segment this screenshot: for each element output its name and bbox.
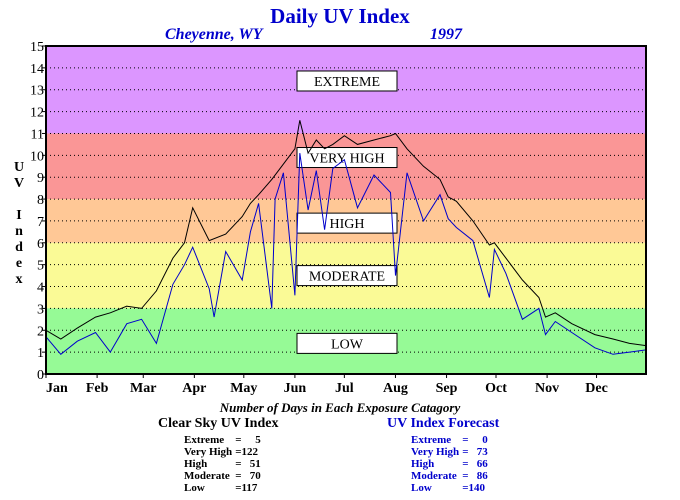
x-tick-label: Jul bbox=[335, 381, 354, 396]
y-axis-label-char: e bbox=[15, 256, 23, 271]
y-axis-label-char: d bbox=[15, 240, 23, 255]
y-tick-label: 10 bbox=[30, 149, 44, 164]
table-row: Moderate = 86 bbox=[411, 470, 491, 482]
y-tick-label: 9 bbox=[37, 171, 44, 186]
footer-title: Number of Days in Each Exposure Catagory bbox=[219, 400, 461, 415]
row-label: Low bbox=[184, 482, 205, 494]
table-row: High = 66 bbox=[411, 458, 491, 470]
row-label: Moderate bbox=[411, 470, 457, 482]
band-label: HIGH bbox=[330, 217, 365, 232]
x-tick-label: Jun bbox=[284, 381, 307, 396]
band-label-box bbox=[296, 70, 398, 92]
y-tick-label: 0 bbox=[37, 368, 44, 383]
row-label: Moderate bbox=[184, 470, 230, 482]
row-value: = 70 bbox=[235, 470, 261, 482]
x-tick-label: Mar bbox=[130, 381, 156, 396]
table-row: Low =117 bbox=[184, 482, 264, 494]
row-value: = 5 bbox=[235, 434, 261, 446]
table-row: Very High = 73 bbox=[411, 446, 491, 458]
y-tick-label: 7 bbox=[37, 215, 44, 230]
y-axis-label-char: V bbox=[13, 176, 25, 191]
row-label: Low bbox=[411, 482, 432, 494]
x-tick-label: Dec bbox=[585, 381, 608, 396]
band-label-box bbox=[296, 265, 398, 287]
plot-border bbox=[45, 45, 647, 375]
table-row: Low =140 bbox=[411, 482, 491, 494]
x-tick-label: Feb bbox=[86, 381, 109, 396]
forecast-stats: UV Index Forecast Extreme = 0 Very High = … bbox=[385, 416, 499, 494]
y-tick-label: 15 bbox=[30, 40, 44, 55]
y-tick-label: 4 bbox=[37, 281, 44, 296]
row-value: =122 bbox=[235, 446, 258, 458]
clear-sky-table: Extreme = 5 Very High =122 High = 51 Modera… bbox=[184, 434, 264, 494]
x-tick-label: Jan bbox=[46, 381, 68, 396]
row-label: High bbox=[411, 458, 435, 470]
clear-sky-stats: Clear Sky UV Index Extreme = 5 Very High =… bbox=[158, 416, 278, 494]
row-value: =140 bbox=[462, 482, 485, 494]
table-row: Very High =122 bbox=[184, 446, 264, 458]
band-label: VERY HIGH bbox=[309, 152, 384, 167]
y-axis-label-char: x bbox=[15, 272, 23, 287]
y-tick-label: 3 bbox=[37, 302, 44, 317]
clear-sky-heading: Clear Sky UV Index bbox=[158, 416, 279, 431]
table-row: Extreme = 5 bbox=[184, 434, 264, 446]
clear-sky-series-line bbox=[45, 120, 647, 347]
y-tick-label: 5 bbox=[37, 259, 44, 274]
y-tick-label: 1 bbox=[37, 346, 44, 361]
band-label: LOW bbox=[331, 337, 364, 352]
row-label: Very High bbox=[411, 446, 460, 458]
x-tick-label: May bbox=[230, 381, 257, 396]
forecast-table: Extreme = 0 Very High = 73 High = 66 Modera… bbox=[411, 434, 491, 494]
table-row: High = 51 bbox=[184, 458, 264, 470]
year-label: 1997 bbox=[430, 26, 462, 43]
row-label: High bbox=[184, 458, 208, 470]
x-tick-label: Apr bbox=[182, 381, 206, 396]
forecast-series-line bbox=[45, 153, 647, 355]
chart-title: Daily UV Index bbox=[270, 4, 410, 28]
row-value: =117 bbox=[235, 482, 258, 494]
table-row: Moderate = 70 bbox=[184, 470, 264, 482]
row-value: = 51 bbox=[235, 458, 261, 470]
band-label: EXTREME bbox=[314, 75, 380, 90]
x-tick-label: Sep bbox=[436, 381, 458, 396]
y-tick-label: 14 bbox=[30, 62, 44, 77]
row-label: Very High bbox=[184, 446, 233, 458]
row-label: Extreme bbox=[184, 434, 225, 446]
location-label: Cheyenne, WY bbox=[165, 26, 263, 43]
row-label: Extreme bbox=[411, 434, 452, 446]
band-label-box bbox=[296, 332, 398, 354]
y-tick-label: 12 bbox=[30, 106, 44, 121]
y-axis-label-char: U bbox=[13, 160, 25, 175]
x-tick-label: Oct bbox=[485, 381, 507, 396]
table-row: Extreme = 0 bbox=[411, 434, 491, 446]
x-tick-label: Nov bbox=[535, 381, 559, 396]
y-tick-label: 11 bbox=[31, 127, 44, 142]
y-tick-label: 8 bbox=[37, 193, 44, 208]
y-tick-label: 13 bbox=[30, 84, 44, 99]
forecast-heading: UV Index Forecast bbox=[387, 416, 500, 431]
band-label: MODERATE bbox=[309, 270, 385, 285]
row-value: = 0 bbox=[462, 434, 488, 446]
row-value: = 86 bbox=[462, 470, 488, 482]
row-value: = 66 bbox=[462, 458, 488, 470]
y-axis-label-char: n bbox=[15, 224, 23, 239]
y-tick-label: 6 bbox=[37, 237, 44, 252]
y-axis-label-char: I bbox=[16, 208, 22, 223]
row-value: = 73 bbox=[462, 446, 488, 458]
y-tick-label: 2 bbox=[37, 324, 44, 339]
x-tick-label: Aug bbox=[383, 381, 408, 396]
